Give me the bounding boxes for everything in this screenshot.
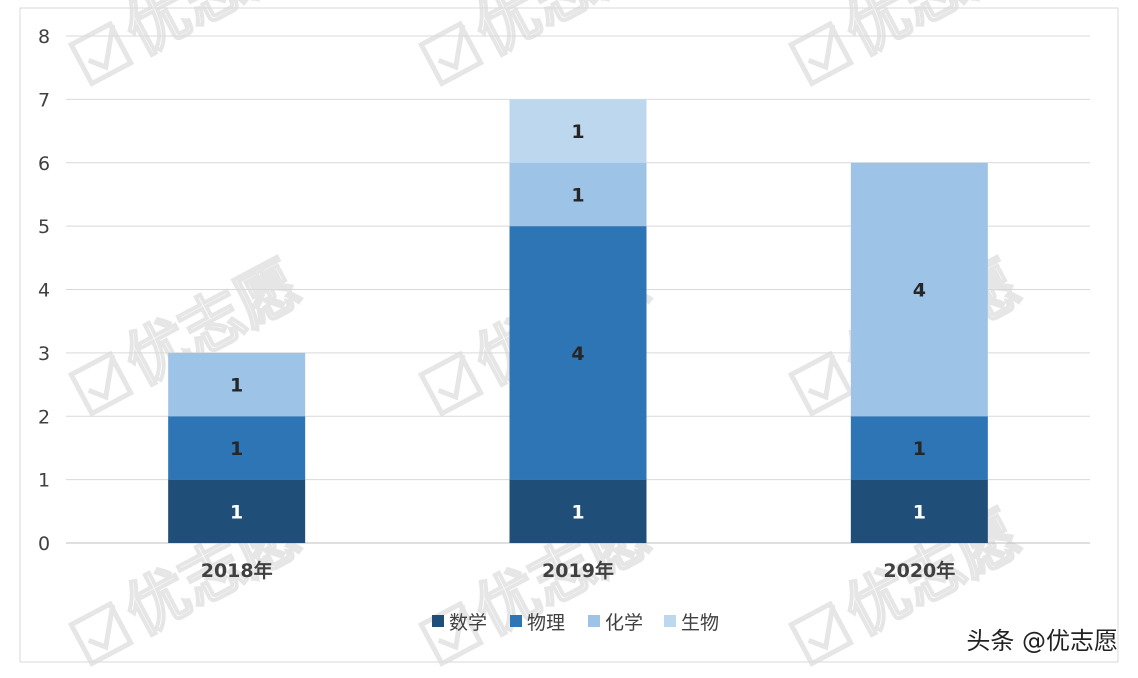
data-label-2019年-数学: 1: [571, 501, 584, 523]
watermark-2: 优志愿: [417, 0, 663, 87]
bar-2020年-物理: [850, 416, 988, 480]
y-tick-4: 4: [38, 280, 50, 302]
y-tick-6: 6: [38, 153, 50, 175]
bar-2020年-数学: [850, 479, 988, 543]
y-axis-tick-labels: 0 1 2 3 4 5 6 7 8: [38, 26, 50, 555]
bar-2019年-生物: [509, 99, 647, 163]
bar-2019年-化学: [509, 162, 647, 227]
legend: 数学 物理 化学 生物: [432, 612, 719, 634]
legend-item-化学: 化学: [588, 612, 643, 634]
x-tick-2018年: 2018年: [201, 559, 273, 582]
data-labels: 1 1 1 1 4 1 1 1 1 4: [230, 121, 926, 523]
legend-label: 数学: [449, 612, 487, 634]
check-box-icon: [417, 600, 485, 667]
data-label-2019年-生物: 1: [571, 121, 584, 143]
legend-item-物理: 物理: [510, 612, 565, 634]
bars: [168, 99, 988, 543]
watermark-text: 优志愿: [463, 0, 662, 69]
legend-label: 物理: [527, 612, 565, 634]
plot-border: [19, 7, 1119, 663]
x-tick-2020年: 2020年: [883, 559, 955, 582]
data-label-2018年-物理: 1: [230, 438, 243, 460]
legend-label: 化学: [605, 612, 643, 634]
watermark-1: 优志愿: [67, 0, 313, 87]
legend-item-生物: 生物: [664, 612, 719, 634]
y-tick-8: 8: [38, 26, 50, 48]
x-tick-2019年: 2019年: [542, 559, 614, 582]
bar-2019年-数学: [509, 479, 647, 543]
bar-2018年-化学: [168, 352, 306, 417]
bar-2018年-物理: [168, 416, 306, 480]
y-tick-0: 0: [38, 533, 50, 555]
x-axis-category-labels: 2018年 2019年 2020年: [201, 559, 956, 582]
data-label-2020年-数学: 1: [913, 501, 926, 523]
check-box-icon: [417, 350, 485, 417]
data-label-2020年-物理: 1: [913, 438, 926, 460]
check-box-icon: [787, 350, 855, 417]
y-tick-7: 7: [38, 89, 50, 111]
check-box-icon: [417, 20, 485, 87]
y-tick-3: 3: [38, 343, 50, 365]
source-credit: 头条 @优志愿: [966, 627, 1118, 655]
data-label-2018年-数学: 1: [230, 501, 243, 523]
bar-2019年-物理: [509, 226, 647, 480]
legend-item-数学: 数学: [432, 612, 487, 634]
watermark-3: 优志愿: [787, 0, 1033, 87]
legend-swatch: [432, 615, 444, 627]
watermark-text: 优志愿: [113, 0, 312, 69]
y-tick-1: 1: [38, 470, 50, 492]
data-label-2018年-化学: 1: [230, 375, 243, 397]
check-box-icon: [787, 20, 855, 87]
data-label-2020年-化学: 4: [913, 280, 926, 302]
legend-swatch: [588, 615, 600, 627]
check-box-icon: [67, 350, 135, 417]
check-box-icon: [67, 600, 135, 667]
y-tick-2: 2: [38, 406, 50, 428]
watermark-text: 优志愿: [833, 0, 1032, 69]
legend-label: 生物: [681, 612, 719, 634]
bar-2020年-化学: [850, 162, 988, 417]
legend-swatch: [664, 615, 676, 627]
check-box-icon: [787, 600, 855, 667]
bar-2018年-数学: [168, 479, 306, 543]
legend-swatch: [510, 615, 522, 627]
data-label-2019年-化学: 1: [571, 184, 584, 206]
y-tick-5: 5: [38, 216, 50, 238]
data-label-2019年-物理: 4: [571, 343, 584, 365]
check-box-icon: [67, 20, 135, 87]
